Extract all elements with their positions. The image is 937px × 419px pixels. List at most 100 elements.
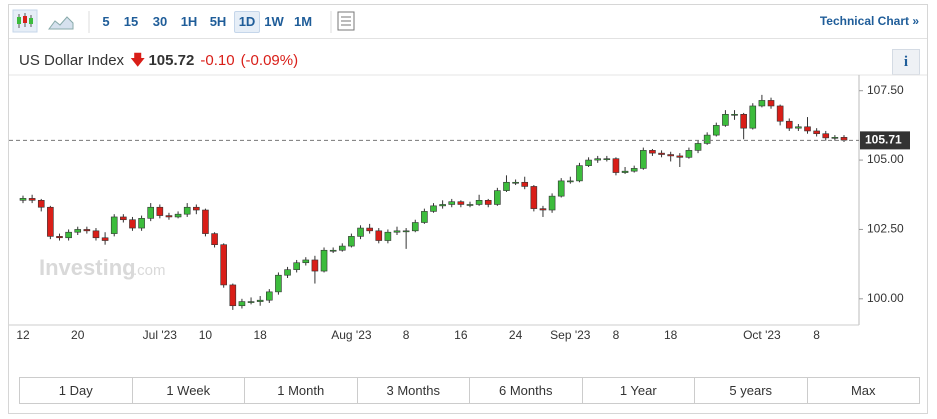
x-tick-label: Sep '23 (550, 328, 591, 342)
candle-body (74, 229, 82, 233)
candle-body (357, 227, 364, 237)
candle-body (831, 137, 839, 139)
interval-button[interactable]: 1M (293, 14, 313, 29)
watermark-suffix: .com (133, 262, 166, 279)
interval-button[interactable]: 1D (234, 11, 260, 33)
candle-body (28, 198, 36, 201)
candle-body (494, 190, 501, 205)
interval-button[interactable]: 30 (152, 14, 168, 29)
candle-body (384, 231, 392, 241)
x-tick-label: 12 (16, 328, 30, 342)
candle-body (703, 134, 711, 144)
candle-body (329, 249, 337, 252)
range-button[interactable]: 5 years (695, 378, 808, 403)
x-tick-label: Oct '23 (743, 328, 781, 342)
range-button[interactable]: 6 Months (470, 378, 583, 403)
candle-body (110, 216, 118, 234)
candle-body (193, 206, 200, 211)
candle-body (183, 206, 191, 215)
candle-body (138, 218, 145, 229)
candle-body (685, 150, 693, 158)
range-button[interactable]: 1 Month (245, 378, 358, 403)
x-tick-label: 8 (813, 328, 820, 342)
candle-body (603, 158, 611, 160)
interval-button[interactable]: 1W (264, 14, 284, 29)
candle-body (411, 222, 419, 232)
candle-body (548, 195, 556, 211)
candle-body (156, 206, 164, 216)
indicator-icon[interactable] (329, 5, 355, 38)
current-price-box (860, 131, 910, 150)
chart: Investing .com 100.00 102.50 105.00 107.50 1… (9, 74, 927, 342)
y-tick-label: 105.00 (867, 152, 904, 166)
candle-body (211, 233, 218, 245)
candle-body (521, 181, 529, 187)
candle-body (585, 159, 592, 166)
candle-body (247, 301, 255, 303)
candle-body (813, 130, 820, 135)
candle-body (120, 216, 127, 221)
interval-button[interactable]: 5H (209, 14, 227, 29)
candle-body (65, 231, 72, 239)
x-tick-label: 8 (403, 328, 410, 342)
range-button[interactable]: 1 Week (133, 378, 245, 403)
candle-body (393, 230, 401, 233)
candle-body (466, 204, 474, 206)
info-button[interactable]: i (892, 49, 920, 75)
candle-body (530, 186, 538, 209)
candle-body (594, 158, 602, 161)
candle-body (348, 236, 355, 247)
technical-chart-link[interactable]: Technical Chart » (819, 14, 919, 28)
candle-body (640, 150, 647, 169)
range-button[interactable]: Max (850, 383, 876, 398)
chart-type-icons (12, 9, 90, 33)
candle-body (19, 198, 27, 201)
candle-body (804, 126, 811, 132)
candle-body (649, 150, 656, 154)
quote-header: US Dollar Index 🡇 105.72 -0.10 (-0.09%) (19, 50, 304, 75)
range-buttons: 1 Day 1 Week 1 Month 3 Months 6 Months 1 Year… (19, 377, 920, 404)
candle-body (430, 205, 437, 212)
candle-body (767, 100, 775, 107)
range-button[interactable]: 3 Months (358, 378, 470, 403)
current-price-label: 105.71 (865, 133, 902, 147)
candle-body (174, 213, 182, 218)
candle-body (722, 113, 729, 126)
range-button[interactable]: 1 Year (583, 378, 695, 403)
candle-body (448, 201, 456, 205)
candle-body (37, 200, 45, 208)
candle-body (101, 237, 109, 241)
candle-body (320, 249, 328, 272)
candle-body (658, 152, 665, 155)
y-tick-label: 107.50 (867, 83, 904, 97)
area-icon[interactable] (48, 16, 74, 30)
candle-body (840, 137, 848, 141)
candle-body (731, 113, 738, 116)
candle-icon-body (29, 18, 33, 24)
candle-body (302, 259, 310, 264)
change-percent: (-0.09%) (240, 52, 299, 69)
candle-body (284, 269, 291, 276)
candle-body (47, 206, 54, 237)
candle-body (402, 230, 410, 233)
x-tick-label: 10 (199, 328, 213, 342)
interval-button[interactable]: 5 (102, 14, 110, 29)
range-button[interactable]: 1 Day (20, 378, 133, 403)
candle-body (311, 259, 319, 272)
candle-body (229, 284, 237, 307)
candle-body (612, 158, 620, 173)
x-tick-label: 8 (613, 328, 620, 342)
down-arrow: 🡇 (130, 52, 146, 69)
interval-button[interactable]: 15 (123, 14, 139, 29)
candle-body (749, 105, 757, 129)
candle-body (512, 181, 519, 184)
candle-body (576, 165, 583, 182)
x-tick-label: 18 (664, 328, 678, 342)
x-tick-label: Aug '23 (331, 328, 372, 342)
interval-button[interactable]: 1H (180, 14, 198, 29)
candle-icon-body (17, 17, 21, 24)
candle-body (265, 291, 273, 301)
candle-body (740, 113, 747, 129)
candle-body (56, 236, 63, 239)
